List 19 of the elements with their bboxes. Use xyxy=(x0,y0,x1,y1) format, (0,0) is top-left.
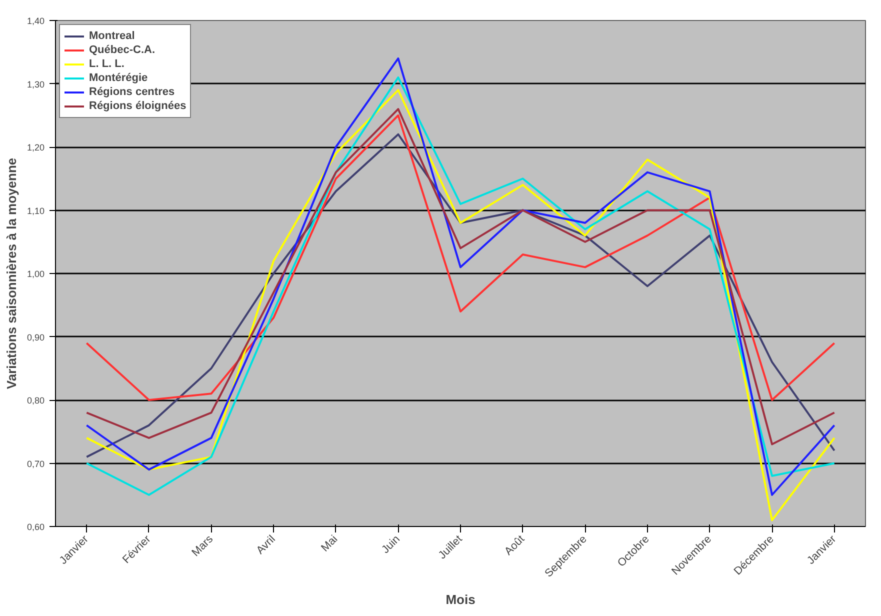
y-tick-label: 1,30 xyxy=(26,79,45,90)
y-axis-title: Variations saisonnières à la moyenne xyxy=(4,158,19,390)
y-tick-label: 0,60 xyxy=(26,522,45,532)
y-tick-label: 1,10 xyxy=(26,206,45,216)
y-tick-label: 0,80 xyxy=(26,396,45,406)
legend-label: Montreal xyxy=(89,29,135,43)
legend-label: Montérégie xyxy=(89,71,148,85)
x-axis-title: Mois xyxy=(446,592,476,608)
y-tick-label: 0,90 xyxy=(26,332,45,342)
y-tick-label: 1,00 xyxy=(26,269,45,279)
legend-label: Régions éloignées xyxy=(89,99,186,113)
y-tick-label: 1,20 xyxy=(26,142,45,152)
y-tick-label: 0,70 xyxy=(26,458,45,469)
y-tick-label: 1,40 xyxy=(26,16,45,26)
x-tick-label: Juin xyxy=(380,533,402,556)
legend-label: Régions centres xyxy=(89,85,175,99)
x-tick-label: Mai xyxy=(319,533,340,554)
legend-label: L. L. L. xyxy=(89,57,124,71)
legend-label: Québec-C.A. xyxy=(89,43,156,57)
